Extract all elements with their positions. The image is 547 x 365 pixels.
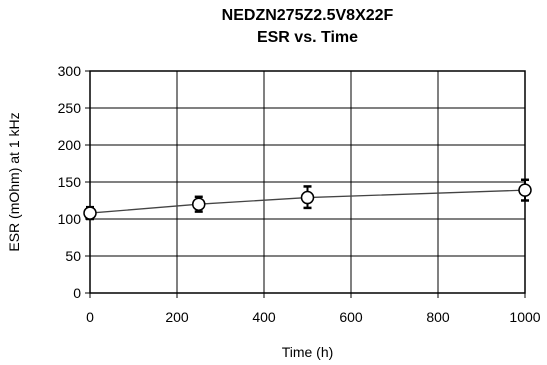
x-axis-label: Time (h) [282, 344, 334, 360]
series-group [83, 178, 532, 221]
data-point [192, 197, 206, 211]
y-axis-label: ESR (mOhm) at 1 kHz [6, 112, 22, 251]
x-tick-label: 400 [252, 309, 276, 325]
y-tick-label: 100 [58, 211, 82, 227]
x-tick-label: 0 [86, 309, 94, 325]
x-tick-label: 800 [426, 309, 450, 325]
x-tick-label: 1000 [509, 309, 540, 325]
tick-labels: 0 50 100 150 200 250 300 0 200 400 600 800 1000 [58, 63, 541, 325]
series-line [89, 189, 526, 214]
y-tick-label: 50 [65, 248, 81, 264]
x-tick-label: 200 [165, 309, 189, 325]
chart-title: NEDZN275Z2.5V8X22F [221, 7, 394, 24]
y-tick-label: 300 [58, 63, 82, 79]
x-tick-label: 600 [339, 309, 363, 325]
y-tick-label: 150 [58, 174, 82, 190]
y-tick-label: 200 [58, 137, 82, 153]
chart-subtitle: ESR vs. Time [256, 29, 359, 46]
gridlines [89, 70, 526, 294]
y-tick-label: 0 [73, 285, 81, 301]
data-point [518, 183, 532, 197]
data-point [300, 190, 315, 205]
data-point [83, 206, 97, 220]
y-tick-label: 250 [58, 100, 82, 116]
